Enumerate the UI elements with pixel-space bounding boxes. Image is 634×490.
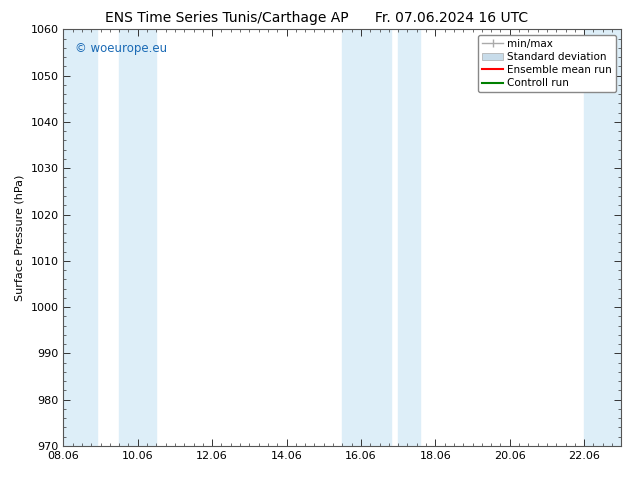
Bar (398, 29, 420, 446)
Bar (342, 29, 391, 446)
Text: ENS Time Series Tunis/Carthage AP      Fr. 07.06.2024 16 UTC: ENS Time Series Tunis/Carthage AP Fr. 07… (105, 11, 529, 25)
Y-axis label: Surface Pressure (hPa): Surface Pressure (hPa) (15, 174, 25, 301)
Bar (63, 29, 97, 446)
Legend: min/max, Standard deviation, Ensemble mean run, Controll run: min/max, Standard deviation, Ensemble me… (478, 35, 616, 92)
Bar (584, 29, 621, 446)
Bar (119, 29, 157, 446)
Text: © woeurope.eu: © woeurope.eu (75, 42, 167, 55)
